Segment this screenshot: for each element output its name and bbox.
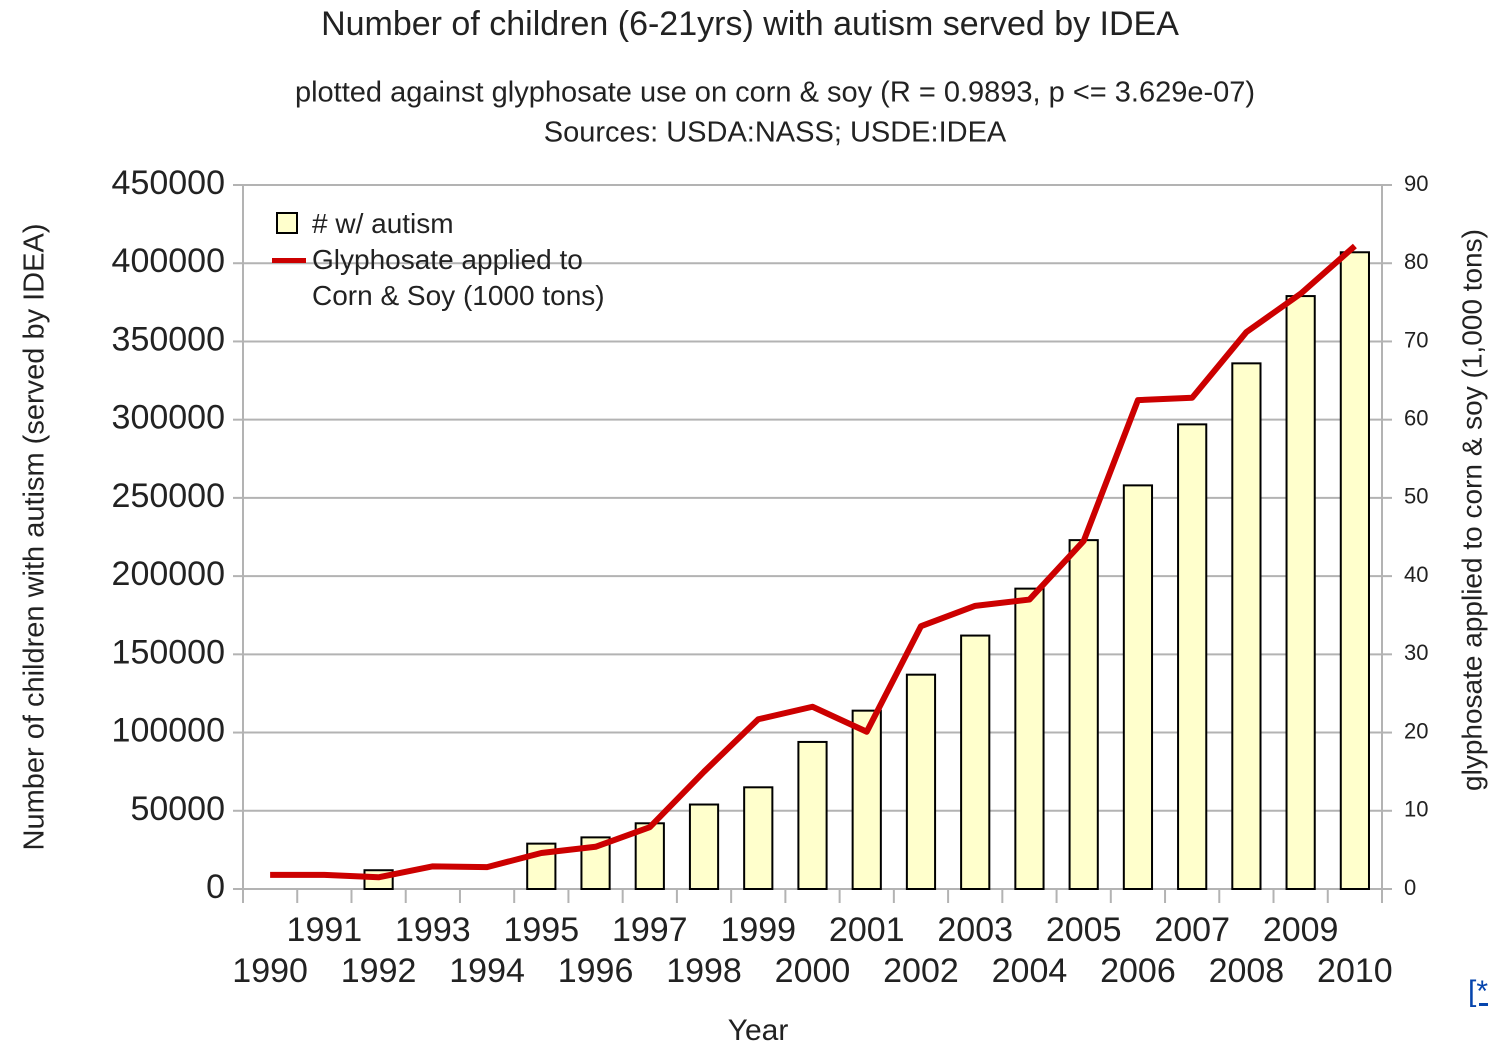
- y2-tick-label: 20: [1404, 718, 1428, 743]
- x-tick-label: 1998: [666, 952, 742, 990]
- legend-item: Glyphosate applied to Corn & Soy (1000 t…: [272, 242, 632, 314]
- y-tick-label: 200000: [112, 555, 225, 593]
- line: [270, 243, 1357, 881]
- x-tick-label: 2003: [937, 911, 1013, 949]
- x-axis-title: Year: [728, 1014, 789, 1047]
- chart-subtitle: plotted against glyphosate use on corn &…: [295, 77, 1255, 109]
- chart-source: Sources: USDA:NASS; USDE:IDEA: [544, 117, 1007, 149]
- x-tick-label: 2010: [1317, 952, 1393, 990]
- y2-tick-label: 50: [1404, 484, 1428, 509]
- y2-tick-label: 90: [1404, 171, 1428, 196]
- bar: [1014, 587, 1045, 890]
- x-tick-label: 2000: [775, 952, 851, 990]
- y-tick-label: 50000: [130, 790, 225, 828]
- y-tick-label: 350000: [112, 320, 225, 358]
- x-tick-label: 1991: [287, 911, 363, 949]
- x-tick-label: 2008: [1209, 952, 1285, 990]
- legend-swatch: [276, 212, 298, 234]
- y-tick-label: 400000: [112, 242, 225, 280]
- bar: [905, 673, 937, 890]
- x-tick-label: 1999: [720, 911, 796, 949]
- y-axis-title: Number of children with autism (served b…: [19, 224, 51, 851]
- bar: [797, 740, 828, 890]
- bar: [1339, 251, 1370, 890]
- y2-tick-label: 30: [1404, 640, 1428, 665]
- x-tick-label: 2009: [1263, 911, 1339, 949]
- bar: [1231, 362, 1262, 890]
- x-tick-label: 1993: [395, 911, 471, 949]
- x-tick-label: 2006: [1100, 952, 1176, 990]
- x-tick-label: 1995: [503, 911, 579, 949]
- bar: [634, 822, 665, 890]
- y2-tick-label: 60: [1404, 405, 1428, 430]
- x-tick-label: 2004: [992, 952, 1068, 990]
- bar: [960, 634, 991, 890]
- x-tick-label: 2002: [883, 952, 959, 990]
- bar: [1068, 539, 1099, 891]
- y-tick-label: 300000: [112, 399, 225, 437]
- y2-tick-label: 40: [1404, 562, 1428, 587]
- legend-swatch: [272, 258, 306, 263]
- y2-tick-label: 70: [1404, 327, 1428, 352]
- bar: [688, 803, 720, 891]
- bar: [743, 786, 774, 890]
- y2-tick-label: 10: [1404, 797, 1428, 822]
- bar: [1285, 295, 1316, 890]
- y-tick-label: 0: [206, 868, 225, 906]
- x-tick-label: 1992: [341, 952, 417, 990]
- x-tick-label: 1994: [449, 952, 525, 990]
- bar: [851, 709, 882, 890]
- y-tick-label: 100000: [112, 712, 225, 750]
- x-tick-label: 2005: [1046, 911, 1122, 949]
- x-tick-label: 2007: [1154, 911, 1230, 949]
- y2-axis-title: glyphosate applied to corn & soy (1,000 …: [1456, 229, 1487, 791]
- footnote-link[interactable]: [*: [1468, 975, 1489, 1008]
- y-tick-label: 150000: [112, 633, 225, 671]
- legend-label: # w/ autism: [312, 208, 454, 239]
- x-tick-label: 1990: [232, 952, 308, 990]
- y2-tick-label: 80: [1404, 249, 1428, 274]
- bar: [1177, 423, 1208, 890]
- y-tick-label: 450000: [112, 164, 225, 202]
- chart-title: Number of children (6-21yrs) with autism…: [321, 5, 1179, 43]
- legend: # w/ autism Glyphosate applied to Corn &…: [272, 206, 632, 314]
- legend-item: # w/ autism: [272, 206, 632, 242]
- y2-tick-label: 0: [1404, 875, 1416, 900]
- legend-label: Glyphosate applied to Corn & Soy (1000 t…: [312, 244, 605, 311]
- x-tick-label: 1996: [558, 952, 634, 990]
- y-tick-label: 250000: [112, 477, 225, 515]
- bar: [1122, 484, 1154, 890]
- x-tick-label: 2001: [829, 911, 905, 949]
- x-tick-label: 1997: [612, 911, 688, 949]
